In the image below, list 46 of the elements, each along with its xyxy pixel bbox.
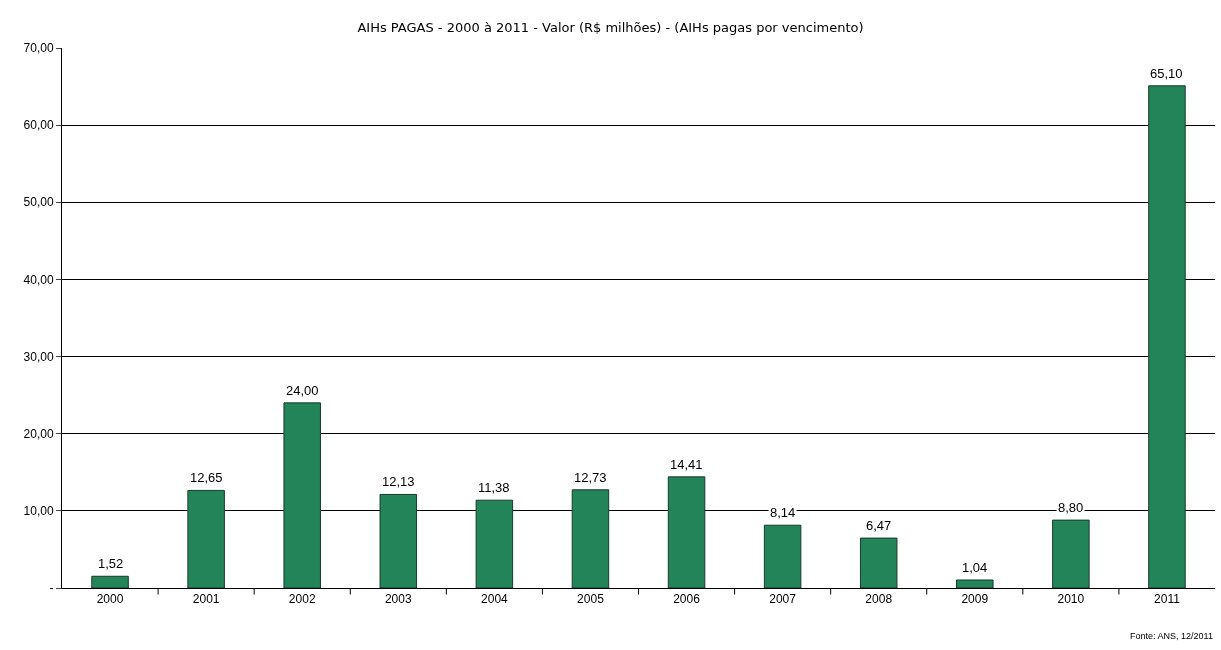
- bar: [1148, 85, 1186, 588]
- data-label: 24,00: [286, 383, 319, 398]
- data-label: 65,10: [1150, 66, 1183, 81]
- x-tick-label: 2011: [1154, 592, 1181, 607]
- x-tick-label: 2003: [384, 592, 412, 607]
- y-tick-label: 30,00: [23, 349, 54, 364]
- x-tick-label: 2007: [769, 592, 797, 607]
- data-label: 12,65: [190, 470, 223, 485]
- y-tick-label: -: [49, 581, 54, 596]
- y-tick-label: 50,00: [23, 195, 54, 210]
- y-tick-label: 10,00: [23, 504, 54, 519]
- data-label: 12,13: [382, 474, 415, 489]
- x-tick-label: 2010: [1057, 592, 1085, 607]
- x-tick-label: 2004: [481, 592, 509, 607]
- bar: [859, 537, 898, 588]
- y-tick-label: 70,00: [23, 41, 54, 56]
- x-tick-label: 2002: [288, 592, 316, 607]
- x-tick-label: 2000: [96, 592, 124, 607]
- x-tick-label: 2006: [673, 592, 701, 607]
- data-label: 6,47: [866, 518, 892, 533]
- bar: [763, 524, 802, 588]
- chart-title: AIHs PAGAS - 2000 à 2011 - Valor (R$ milhões) - (AIHs pagas por vencimento): [357, 19, 864, 35]
- y-tick-label: 40,00: [23, 272, 54, 287]
- source-note: Fonte: ANS, 12/2011: [1130, 631, 1213, 641]
- bar: [571, 489, 610, 588]
- x-tick-label: 2009: [961, 592, 989, 607]
- data-label: 1,04: [962, 560, 988, 575]
- bar: [379, 493, 418, 588]
- bar: [475, 499, 514, 588]
- bar: [187, 489, 225, 588]
- bar: [283, 402, 321, 588]
- x-tick-label: 2008: [865, 592, 893, 607]
- x-tick-label: 2001: [192, 592, 220, 607]
- bar: [1052, 519, 1090, 588]
- x-tick-label: 2005: [577, 592, 605, 607]
- data-label: 11,38: [478, 480, 510, 495]
- data-label: 14,41: [670, 457, 703, 472]
- y-tick-label: 20,00: [23, 426, 54, 441]
- bar: [956, 579, 994, 588]
- data-label: 8,14: [770, 505, 796, 520]
- data-label: 8,80: [1058, 500, 1084, 515]
- data-label: 12,73: [574, 470, 607, 485]
- data-label: 1,52: [98, 556, 124, 571]
- y-tick-label: 60,00: [23, 118, 54, 133]
- bar: [667, 476, 706, 588]
- bar: [91, 575, 129, 588]
